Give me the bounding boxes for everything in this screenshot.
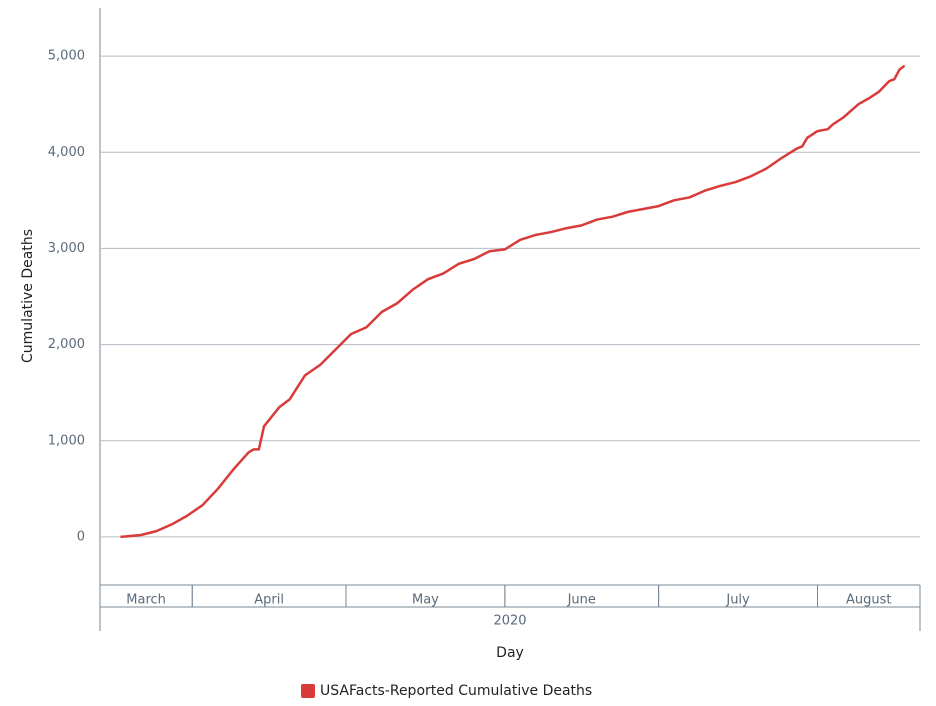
x-band-label: May [412,593,439,608]
y-tick-label: 1,000 [48,433,85,448]
legend-swatch [301,684,315,698]
y-tick-label: 0 [77,529,85,544]
x-band-label: June [567,593,596,608]
y-axis-label: Cumulative Deaths [20,229,36,363]
x-band-label: August [846,593,892,608]
y-tick-label: 2,000 [48,337,85,352]
x-band-label: April [254,593,284,608]
y-tick-label: 4,000 [48,145,85,160]
x-group-label: 2020 [493,614,526,629]
x-band-label: March [126,593,166,608]
legend-label: USAFacts-Reported Cumulative Deaths [320,683,592,699]
y-tick-label: 5,000 [48,49,85,64]
x-band-label: July [725,593,750,608]
y-tick-label: 3,000 [48,241,85,256]
x-axis-label: Day [496,645,524,661]
line [120,64,906,539]
